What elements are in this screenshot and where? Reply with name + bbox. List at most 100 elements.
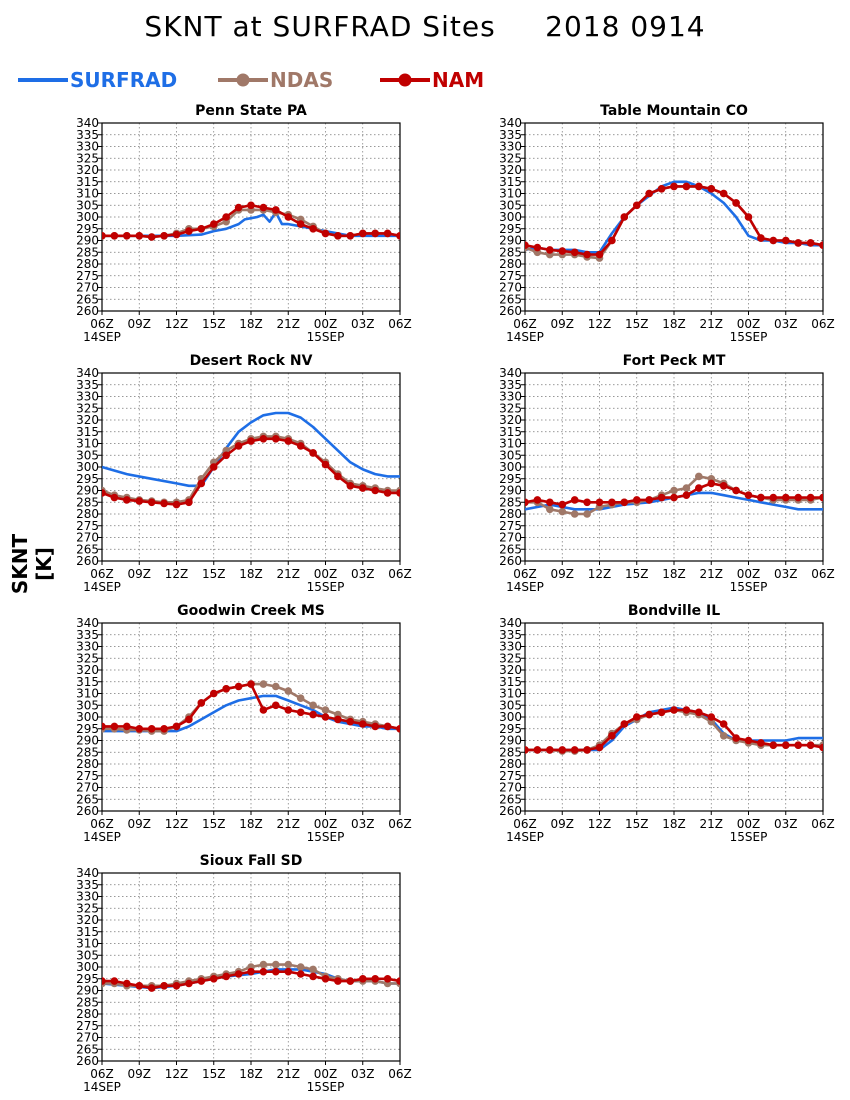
marker-nam (794, 741, 802, 749)
x-tick-label: 18Z (662, 567, 686, 581)
x-date-label: 15SEP (307, 1080, 345, 1094)
x-date-label: 15SEP (307, 330, 345, 344)
y-tick-label: 275 (76, 269, 99, 283)
marker-nam (123, 979, 131, 988)
marker-nam (645, 710, 653, 719)
x-tick-label: 18Z (662, 817, 686, 831)
x-tick-label: 03Z (351, 1067, 375, 1081)
x-date-label: 15SEP (307, 830, 345, 844)
marker-nam (396, 489, 400, 497)
y-tick-label: 310 (76, 937, 99, 951)
marker-ndas (259, 960, 268, 969)
x-tick-label: 09Z (128, 567, 152, 581)
marker-ndas (309, 965, 317, 974)
x-tick-label: 21Z (277, 317, 301, 331)
y-tick-label: 275 (499, 269, 522, 283)
x-tick-label: 00Z (737, 317, 761, 331)
series-line-surfrad (102, 694, 400, 733)
marker-nam (247, 437, 255, 445)
y-tick-label: 335 (499, 378, 522, 392)
y-tick-label: 335 (76, 378, 99, 392)
marker-nam (259, 967, 268, 976)
x-date-label: 14SEP (506, 580, 544, 594)
marker-nam (247, 967, 255, 976)
y-tick-label: 300 (499, 460, 522, 474)
x-tick-label: 18Z (239, 567, 263, 581)
marker-nam (102, 722, 106, 731)
marker-nam (123, 232, 131, 240)
marker-nam (147, 984, 156, 992)
marker-nam (719, 720, 728, 728)
marker-ndas (695, 472, 703, 481)
x-date-label: 14SEP (506, 830, 544, 844)
marker-nam (608, 498, 616, 507)
marker-nam (633, 496, 641, 504)
marker-nam (371, 229, 380, 238)
x-tick-label: 06Z (811, 567, 835, 581)
series-line-surfrad (102, 411, 400, 488)
marker-nam (321, 229, 330, 238)
marker-nam (383, 489, 392, 497)
marker-nam (695, 182, 703, 191)
marker-nam (570, 496, 579, 504)
marker-nam (396, 232, 400, 240)
marker-nam (210, 689, 218, 698)
marker-ndas (259, 680, 268, 688)
x-tick-label: 21Z (277, 567, 301, 581)
x-tick-label: 09Z (128, 317, 152, 331)
marker-nam (806, 741, 815, 749)
marker-nam (719, 189, 728, 198)
y-tick-label: 275 (499, 769, 522, 783)
marker-nam (359, 720, 367, 728)
x-tick-label: 15Z (625, 317, 649, 331)
marker-nam (744, 213, 753, 221)
marker-nam (806, 239, 815, 247)
marker-nam (595, 250, 604, 259)
y-tick-label: 290 (499, 234, 522, 248)
y-tick-label: 310 (76, 187, 99, 201)
marker-ndas (272, 682, 280, 691)
marker-nam (620, 498, 629, 507)
x-tick-label: 18Z (662, 317, 686, 331)
marker-nam (558, 746, 567, 754)
series-group (102, 201, 400, 241)
marker-nam (558, 500, 567, 509)
y-tick-label: 330 (76, 640, 99, 654)
x-tick-label: 09Z (128, 1067, 152, 1081)
y-tick-label: 285 (76, 245, 99, 259)
marker-nam (234, 970, 243, 978)
x-tick-label: 15Z (625, 817, 649, 831)
x-tick-label: 12Z (165, 317, 189, 331)
marker-nam (197, 225, 206, 233)
y-tick-label: 280 (76, 757, 99, 771)
marker-nam (234, 203, 243, 212)
marker-nam (682, 491, 691, 500)
panel-5: 2602652702752802852902953003053103153203… (499, 603, 835, 844)
x-tick-label: 06Z (513, 317, 537, 331)
x-tick-label: 03Z (351, 567, 375, 581)
marker-nam (160, 499, 168, 508)
marker-nam (583, 498, 591, 507)
y-tick-label: 330 (76, 390, 99, 404)
marker-nam (272, 701, 280, 710)
marker-nam (583, 250, 591, 259)
marker-nam (533, 243, 542, 252)
marker-nam (525, 498, 529, 507)
x-date-label: 15SEP (730, 580, 768, 594)
marker-nam (670, 493, 678, 502)
y-tick-label: 270 (499, 531, 522, 545)
x-tick-label: 06Z (811, 317, 835, 331)
marker-nam (197, 699, 206, 707)
y-tick-label: 265 (499, 292, 522, 306)
y-tick-label: 280 (499, 507, 522, 521)
marker-nam (284, 706, 293, 714)
x-tick-label: 06Z (388, 1067, 412, 1081)
marker-nam (160, 982, 168, 990)
marker-ndas (570, 510, 579, 518)
legend-surfrad-line (18, 78, 68, 82)
y-tick-label: 260 (499, 804, 522, 818)
marker-nam (110, 722, 119, 731)
y-tick-label: 295 (499, 722, 522, 736)
marker-nam (296, 220, 305, 228)
y-tick-label: 335 (76, 628, 99, 642)
